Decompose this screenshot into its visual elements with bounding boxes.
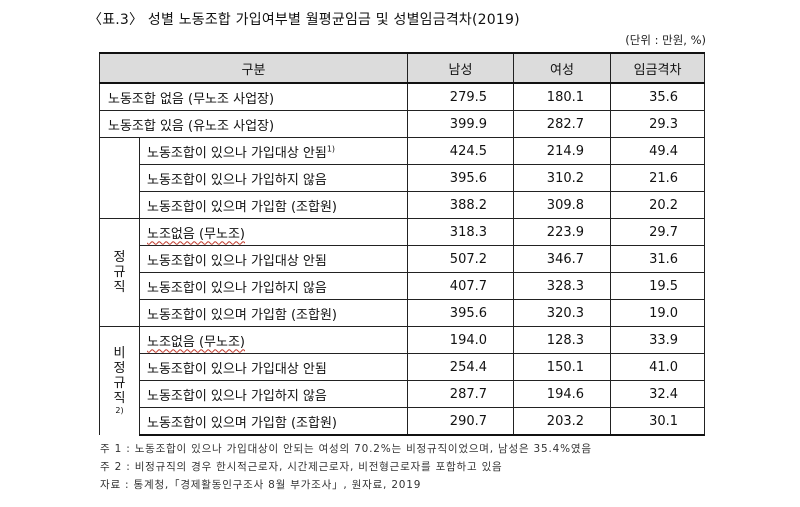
gap-value: 30.1 <box>610 407 706 436</box>
female-value: 328.3 <box>513 272 612 300</box>
table-row: 노동조합이 있으나 가입하지 않음 407.7 328.3 19.5 <box>100 272 706 300</box>
table-row: 노동조합이 있으며 가입함 (조합원) 388.2 309.8 20.2 <box>100 191 706 219</box>
row-label: 노동조합이 있으나 가입하지 않음 <box>138 272 409 300</box>
male-value: 395.6 <box>407 164 515 192</box>
female-value: 150.1 <box>513 353 612 381</box>
footnotes: 주 1 : 노동조합이 있으나 가입대상이 안되는 여성의 70.2%는 비정규… <box>100 440 592 494</box>
female-value: 346.7 <box>513 245 612 273</box>
header-row: 구분 남성 여성 임금격차 <box>98 52 706 84</box>
group-regular-label: 정규직 <box>113 250 126 295</box>
male-value: 318.3 <box>407 218 515 246</box>
female-value: 180.1 <box>513 82 612 111</box>
female-value: 310.2 <box>513 164 612 192</box>
table-row: 비 정 규 직 2) 노조없음 (무노조) 194.0 128.3 33.9 <box>99 326 706 435</box>
female-value: 128.3 <box>513 326 612 354</box>
header-female: 여성 <box>513 52 612 84</box>
gap-value: 49.4 <box>610 137 706 165</box>
row-label: 노동조합 있음 (유노조 사업장) <box>98 110 409 138</box>
wage-table: 구분 남성 여성 임금격차 노동조합 없음 (무노조 사업장) 279.5 18… <box>98 52 706 436</box>
female-value: 194.6 <box>513 380 612 408</box>
row-label: 노동조합이 있으나 가입하지 않음 <box>138 380 409 408</box>
female-value: 309.8 <box>513 191 612 219</box>
table-row: 노동조합 있음 (유노조 사업장) 399.9 282.7 29.3 <box>98 110 706 138</box>
table-row: 노동조합이 있으나 가입대상 안됨 507.2 346.7 31.6 <box>100 245 706 273</box>
table-row: 노동조합이 있으나 가입하지 않음 395.6 310.2 21.6 <box>100 164 706 192</box>
table-row: 노동조합이 있으며 가입함 (조합원) 290.7 203.2 30.1 <box>100 407 706 436</box>
male-value: 388.2 <box>407 191 515 219</box>
group-regular: 정규직 <box>99 218 140 327</box>
source-note: 자료 : 통계청,「경제활동인구조사 8월 부가조사」, 원자료, 2019 <box>100 479 422 491</box>
header-gap: 임금격차 <box>610 52 706 84</box>
footnote-ref: 1) <box>326 144 336 154</box>
group-nonregular-char: 직 <box>113 391 126 406</box>
footnote-1: 주 1 : 노동조합이 있으나 가입대상이 안되는 여성의 70.2%는 비정규… <box>100 443 592 455</box>
gap-value: 21.6 <box>610 164 706 192</box>
row-label: 노동조합 없음 (무노조 사업장) <box>98 82 409 111</box>
row-label: 노조없음 (무노조) <box>138 326 409 354</box>
row-label: 노동조합이 있으나 가입대상 안됨 <box>138 245 409 273</box>
table-row: 노동조합이 있으며 가입함 (조합원) 395.6 320.3 19.0 <box>100 299 706 327</box>
male-value: 395.6 <box>407 299 515 327</box>
male-value: 290.7 <box>407 407 515 436</box>
footnote-2: 주 2 : 비정규직의 경우 한시적근로자, 시간제근로자, 비전형근로자를 포… <box>100 461 503 473</box>
row-label: 노동조합이 있으며 가입함 (조합원) <box>138 299 409 327</box>
female-value: 203.2 <box>513 407 612 436</box>
row-label-text: 노동조합이 있으나 가입대상 안됨 <box>147 145 327 161</box>
table-row: 노동조합이 있으나 가입대상 안됨 254.4 150.1 41.0 <box>100 353 706 381</box>
table-row: 노동조합 없음 (무노조 사업장) 279.5 180.1 35.6 <box>98 82 706 111</box>
male-value: 287.7 <box>407 380 515 408</box>
female-value: 223.9 <box>513 218 612 246</box>
gap-value: 29.7 <box>610 218 706 246</box>
male-value: 194.0 <box>407 326 515 354</box>
table-row: 정규직 노조없음 (무노조) 318.3 223.9 29.7 <box>99 218 706 327</box>
group-nonregular-char: 비 <box>113 346 126 361</box>
gap-value: 29.3 <box>610 110 706 138</box>
row-label-text: 노조없음 (무노조) <box>147 334 245 350</box>
gap-value: 33.9 <box>610 326 706 354</box>
gap-value: 19.0 <box>610 299 706 327</box>
table-title: 〈표.3〉 성별 노동조합 가입여부별 월평균임금 및 성별임금격차(2019) <box>88 12 520 28</box>
header-category: 구분 <box>98 52 409 84</box>
row-label: 노동조합이 있으나 가입하지 않음 <box>138 164 409 192</box>
row-label-text: 노동조합 있음 (유노조 사업장) <box>108 118 275 134</box>
group-nonregular-char: 정 <box>113 361 126 376</box>
row-label: 노동조합이 있으나 가입대상 안됨 <box>138 353 409 381</box>
row-label: 노조없음 (무노조) <box>138 218 409 246</box>
male-value: 399.9 <box>407 110 515 138</box>
female-value: 320.3 <box>513 299 612 327</box>
row-label-text: 노조없음 (무노조) <box>147 226 245 242</box>
female-value: 282.7 <box>513 110 612 138</box>
table-row: 노동조합이 있으나 가입대상 안됨1) 424.5 214.9 49.4 <box>99 137 706 219</box>
header-male: 남성 <box>407 52 515 84</box>
gap-value: 41.0 <box>610 353 706 381</box>
gap-value: 35.6 <box>610 82 706 111</box>
row-label: 노동조합이 있으나 가입대상 안됨1) <box>138 137 409 165</box>
gap-value: 32.4 <box>610 380 706 408</box>
gap-value: 19.5 <box>610 272 706 300</box>
indent-cell <box>99 137 140 219</box>
male-value: 279.5 <box>407 82 515 111</box>
row-label: 노동조합이 있으며 가입함 (조합원) <box>138 191 409 219</box>
female-value: 214.9 <box>513 137 612 165</box>
unit-label: (단위 : 만원, %) <box>625 33 706 47</box>
male-value: 507.2 <box>407 245 515 273</box>
group-nonregular-char: 규 <box>113 376 126 391</box>
male-value: 254.4 <box>407 353 515 381</box>
gap-value: 31.6 <box>610 245 706 273</box>
row-label: 노동조합이 있으며 가입함 (조합원) <box>138 407 409 436</box>
table-row: 노동조합이 있으나 가입하지 않음 287.7 194.6 32.4 <box>100 380 706 408</box>
male-value: 424.5 <box>407 137 515 165</box>
group-nonregular: 비 정 규 직 2) <box>99 326 140 435</box>
gap-value: 20.2 <box>610 191 706 219</box>
footnote-ref: 2) <box>115 406 124 415</box>
male-value: 407.7 <box>407 272 515 300</box>
